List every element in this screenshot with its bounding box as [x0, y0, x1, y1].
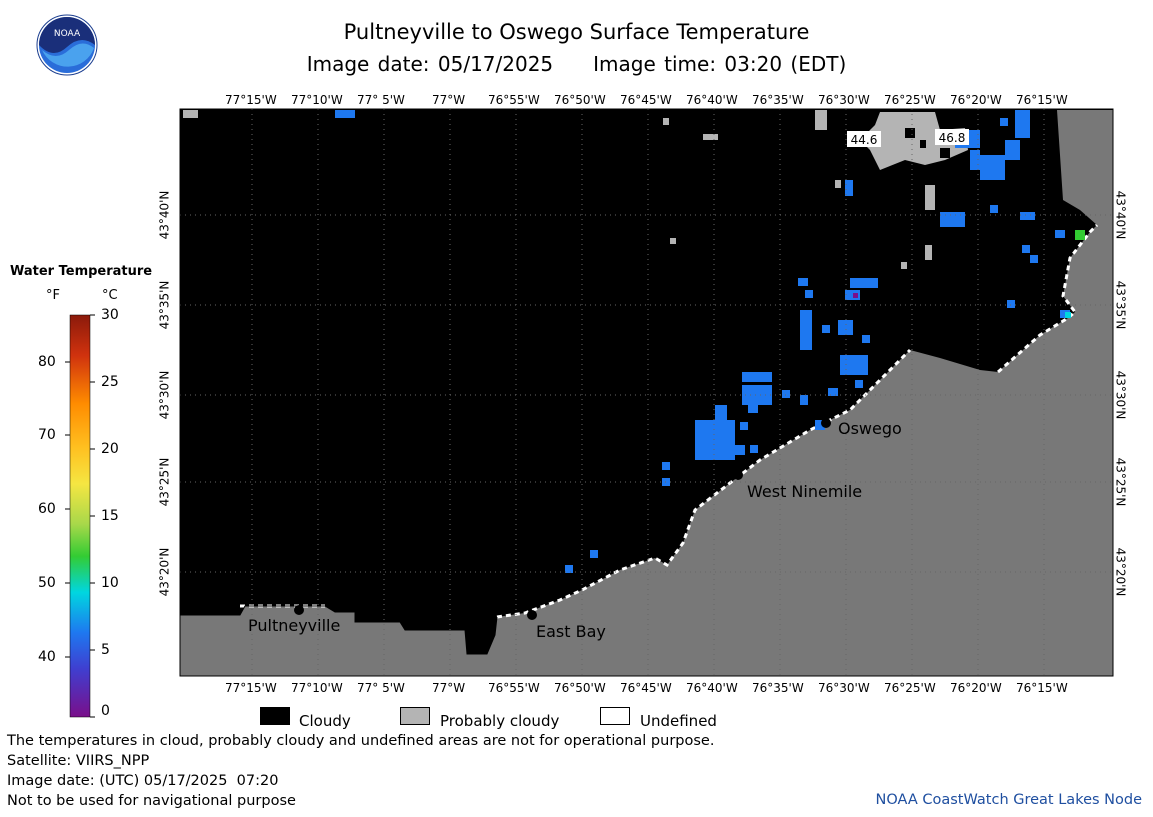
- lat-tick-left: 43°20'N: [157, 547, 172, 597]
- key-swatch-probably-cloudy: [400, 707, 430, 725]
- image-time-label: Image time: 03:20 (EDT): [593, 52, 847, 76]
- buoy-reading-1: 44.6: [851, 133, 878, 147]
- lon-tick-top: 76°35'W: [752, 93, 804, 107]
- graticule: [180, 109, 1113, 676]
- legend-c-tick: 15: [101, 508, 119, 524]
- satellite-note: Satellite: VIIRS_NPP: [7, 753, 150, 769]
- lat-tick-right: 43°35'N: [1113, 280, 1128, 330]
- cloud-cells: [905, 128, 950, 158]
- key-swatch-cloudy: [260, 707, 290, 725]
- lon-tick-bottom: 76°35'W: [752, 681, 804, 695]
- warm-water-pixels: [853, 230, 1085, 318]
- lon-tick-top: 76°55'W: [488, 93, 540, 107]
- legend-title: Water Temperature: [10, 264, 153, 279]
- utc-date-note: Image date: (UTC) 05/17/2025 07:20: [7, 773, 279, 789]
- city-marker-west-ninemile: [733, 470, 743, 480]
- noaa-logo: NOAA: [36, 14, 98, 76]
- buoy-reading-2: 46.8: [939, 131, 966, 145]
- lon-tick-top: 77°15'W: [225, 93, 277, 107]
- lat-tick-right: 43°20'N: [1113, 547, 1128, 597]
- lon-tick-bottom: 76°30'W: [818, 681, 870, 695]
- city-label-east-bay: East Bay: [536, 622, 606, 641]
- legend-f-tick: 40: [38, 649, 56, 665]
- legend-f-tick: 70: [38, 427, 56, 443]
- lon-tick-bottom: 76°20'W: [950, 681, 1002, 695]
- city-marker-east-bay: [527, 610, 537, 620]
- lon-tick-bottom: 76°40'W: [686, 681, 738, 695]
- lon-tick-top: 76°50'W: [554, 93, 606, 107]
- disclaimer-note: The temperatures in cloud, probably clou…: [7, 733, 715, 749]
- legend-colorbar: [65, 314, 95, 718]
- lat-tick-left: 43°30'N: [157, 370, 172, 420]
- lon-tick-top: 76°40'W: [686, 93, 738, 107]
- legend-c-tick: 5: [101, 642, 110, 658]
- lon-tick-top: 76°20'W: [950, 93, 1002, 107]
- lon-tick-bottom: 77°10'W: [291, 681, 343, 695]
- legend-c-tick: 25: [101, 374, 119, 390]
- legend-unit-f: °F: [46, 288, 60, 303]
- map-subtitle: Image date: 05/17/2025 Image time: 03:20 …: [0, 50, 1153, 78]
- lat-tick-left: 43°25'N: [157, 457, 172, 507]
- lon-tick-bottom: 76°25'W: [884, 681, 936, 695]
- city-marker-pultneyville: [294, 605, 304, 615]
- lat-tick-left: 43°40'N: [157, 190, 172, 240]
- lon-tick-top: 76°30'W: [818, 93, 870, 107]
- map-border: [179, 108, 1114, 677]
- lon-tick-bottom: 77° 5'W: [357, 681, 405, 695]
- lat-tick-right: 43°25'N: [1113, 457, 1128, 507]
- lat-tick-right: 43°30'N: [1113, 370, 1128, 420]
- city-label-oswego: Oswego: [838, 419, 902, 438]
- image-date-label: Image date: 05/17/2025: [306, 52, 554, 76]
- legend-f-tick: 50: [38, 575, 56, 591]
- legend-f-tick: 80: [38, 354, 56, 370]
- lat-tick-left: 43°35'N: [157, 280, 172, 330]
- key-swatch-undefined: [600, 707, 630, 725]
- lon-tick-top: 76°45'W: [620, 93, 672, 107]
- lon-tick-top: 76°25'W: [884, 93, 936, 107]
- shore-outline: [180, 605, 498, 655]
- coastline: [240, 223, 1099, 619]
- credit-text: NOAA CoastWatch Great Lakes Node: [875, 792, 1142, 808]
- buoy-label-2: 46.8: [935, 129, 969, 145]
- lon-tick-top: 77°10'W: [291, 93, 343, 107]
- legend-c-tick: 0: [101, 703, 110, 719]
- legend-c-tick: 20: [101, 441, 119, 457]
- legend-f-tick: 60: [38, 501, 56, 517]
- lon-tick-top: 77°W: [432, 93, 466, 107]
- legend-unit-c: °C: [102, 288, 118, 303]
- city-label-west-ninemile: West Ninemile: [747, 482, 863, 501]
- lon-tick-bottom: 76°50'W: [554, 681, 606, 695]
- lon-tick-bottom: 76°55'W: [488, 681, 540, 695]
- lon-tick-top: 76°15'W: [1016, 93, 1068, 107]
- city-marker-oswego: [821, 418, 831, 428]
- water-temperature-pixels: [335, 110, 1070, 573]
- lat-tick-right: 43°40'N: [1113, 190, 1128, 240]
- key-label-cloudy: Cloudy: [299, 712, 351, 730]
- city-label-pultneyville: Pultneyville: [248, 616, 341, 635]
- lon-tick-top: 77° 5'W: [357, 93, 405, 107]
- lon-tick-bottom: 76°45'W: [620, 681, 672, 695]
- navigation-note: Not to be used for navigational purpose: [7, 793, 296, 809]
- lon-tick-bottom: 76°15'W: [1016, 681, 1068, 695]
- lon-tick-bottom: 77°W: [432, 681, 466, 695]
- buoy-label-1: 44.6: [847, 131, 881, 147]
- key-label-undefined: Undefined: [640, 712, 717, 730]
- logo-text: NOAA: [54, 29, 81, 39]
- lon-tick-bottom: 77°15'W: [225, 681, 277, 695]
- legend-c-tick: 10: [101, 575, 119, 591]
- legend-c-tick: 30: [101, 307, 119, 323]
- map-title: Pultneyville to Oswego Surface Temperatu…: [343, 20, 810, 44]
- key-label-probably-cloudy: Probably cloudy: [440, 712, 560, 730]
- land-area: [180, 110, 1113, 676]
